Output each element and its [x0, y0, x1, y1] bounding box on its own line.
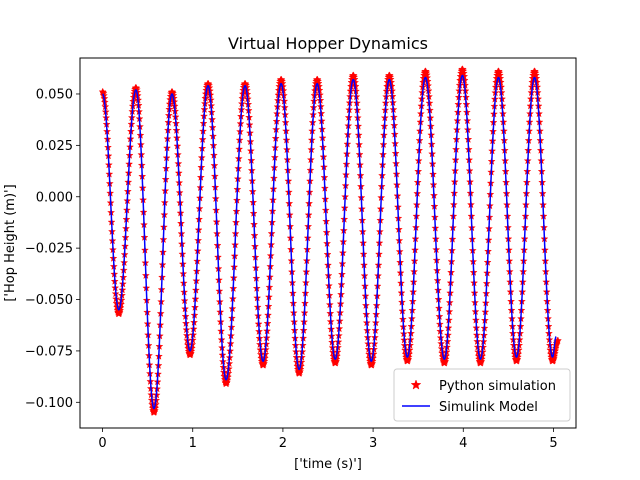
legend-simulink-label: Simulink Model [439, 400, 538, 415]
x-tick-label: 2 [279, 436, 287, 451]
y-tick-label: 0.050 [36, 87, 73, 102]
legend: Python simulation Simulink Model [393, 368, 571, 422]
legend-python-marker [410, 379, 422, 390]
python-simulation-point [150, 406, 159, 414]
x-axis-label: ['time (s)'] [294, 457, 362, 472]
x-tick-label: 0 [98, 436, 106, 451]
python-simulation-point [551, 344, 560, 352]
series-layer [98, 65, 562, 416]
x-tick-label: 4 [459, 436, 467, 451]
legend-python-label: Python simulation [439, 379, 556, 394]
y-tick-label: −0.025 [25, 242, 73, 257]
x-axis-ticks: 0 1 2 3 4 5 [98, 428, 558, 451]
y-tick-label: 0.000 [36, 190, 73, 205]
python-simulation-point [551, 346, 560, 355]
x-tick-label: 3 [369, 436, 377, 451]
x-tick-label: 5 [549, 436, 557, 451]
chart-title: Virtual Hopper Dynamics [228, 34, 428, 53]
python-simulation-point [550, 349, 559, 357]
y-tick-label: −0.050 [25, 293, 73, 308]
simulink-model-line [102, 74, 557, 410]
y-axis-label: ['Hop Height (m)'] [3, 184, 18, 301]
x-tick-label: 1 [189, 436, 197, 451]
legend-star-icon [410, 379, 422, 390]
legend-box [393, 368, 571, 422]
y-tick-label: −0.100 [25, 396, 73, 411]
plot-frame [79, 57, 577, 429]
y-tick-label: 0.025 [36, 139, 73, 154]
y-axis-ticks: −0.100 −0.075 −0.050 −0.025 0.000 0.025 0.050 [25, 87, 80, 411]
y-tick-label: −0.075 [25, 344, 73, 359]
